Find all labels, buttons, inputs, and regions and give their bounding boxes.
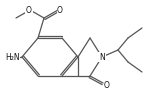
Text: O: O bbox=[26, 5, 32, 14]
Text: O: O bbox=[104, 81, 110, 89]
Text: O: O bbox=[57, 5, 63, 14]
Text: H₂N: H₂N bbox=[5, 53, 20, 61]
Text: N: N bbox=[99, 53, 105, 61]
